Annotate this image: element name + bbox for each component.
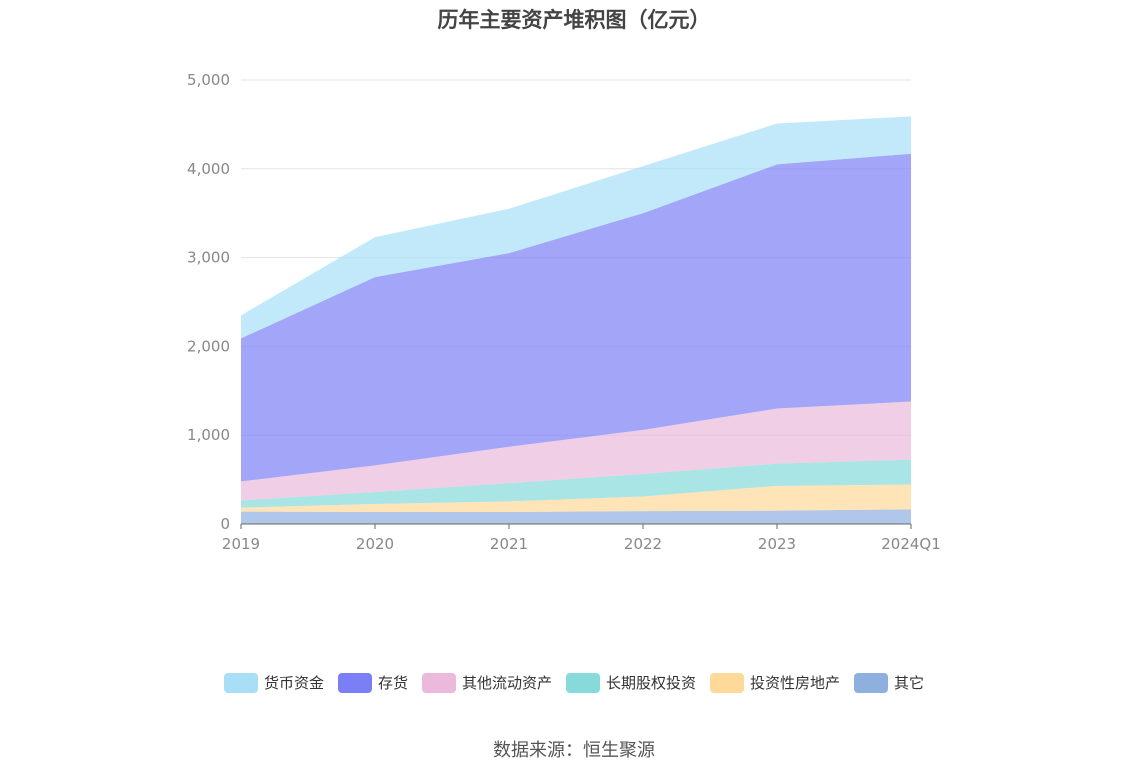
legend-label: 货币资金: [263, 674, 324, 692]
legend-item[interactable]: 投资性房地产: [710, 672, 840, 693]
legend-swatch: [337, 672, 372, 693]
area-存货: [241, 153, 911, 482]
legend-item[interactable]: 其他流动资产: [421, 672, 552, 693]
y-tick-label: 3,000: [187, 249, 230, 267]
legend-item[interactable]: 货币资金: [223, 672, 324, 693]
area-投资性房地产: [241, 484, 911, 513]
legend-swatch: [854, 672, 889, 693]
legend-swatch: [223, 672, 258, 693]
y-tick-label: 5,000: [187, 71, 230, 89]
x-tick-label: 2019: [222, 535, 260, 553]
legend-label: 其他流动资产: [461, 674, 552, 692]
y-tick-label: 0: [220, 515, 230, 533]
x-tick-label: 2020: [356, 535, 394, 553]
x-tick-label: 2021: [490, 535, 528, 553]
legend-label: 其它: [894, 674, 925, 692]
area-series: [241, 116, 911, 524]
legend-item[interactable]: 其它: [854, 672, 924, 693]
legend-swatch: [710, 672, 745, 693]
stacked-area-chart: 0 1,000 2,000 3,000 4,000 5,000 2019 2020 2021 20…: [187, 71, 941, 553]
legend-swatch: [566, 672, 600, 693]
legend-label: 投资性房地产: [750, 674, 841, 692]
legend: 货币资金 存货 其他流动资产 长期股权投资 投资性房地产 其它: [0, 672, 1148, 693]
axes: 0 1,000 2,000 3,000 4,000 5,000 2019 2020 2021 20…: [187, 71, 941, 553]
x-tick-label: 2022: [624, 535, 662, 553]
x-tick-label: 2024Q1: [881, 535, 941, 553]
area-其他流动资产: [241, 401, 911, 501]
y-tick-label: 2,000: [187, 337, 230, 355]
legend-label: 长期股权投资: [606, 674, 697, 692]
y-tick-label: 1,000: [187, 426, 230, 444]
chart-title: 历年主要资产堆积图（亿元）: [437, 8, 711, 32]
area-长期股权投资: [241, 459, 911, 508]
area-其它: [241, 509, 911, 524]
legend-swatch: [421, 672, 456, 693]
area-货币资金: [241, 116, 911, 339]
y-tick-label: 4,000: [187, 160, 230, 178]
data-source: 数据来源：恒生聚源: [493, 740, 655, 761]
x-tick-label: 2023: [758, 535, 796, 553]
legend-label: 存货: [377, 674, 408, 692]
legend-item[interactable]: 长期股权投资: [566, 672, 696, 693]
legend-item[interactable]: 存货: [337, 672, 408, 693]
